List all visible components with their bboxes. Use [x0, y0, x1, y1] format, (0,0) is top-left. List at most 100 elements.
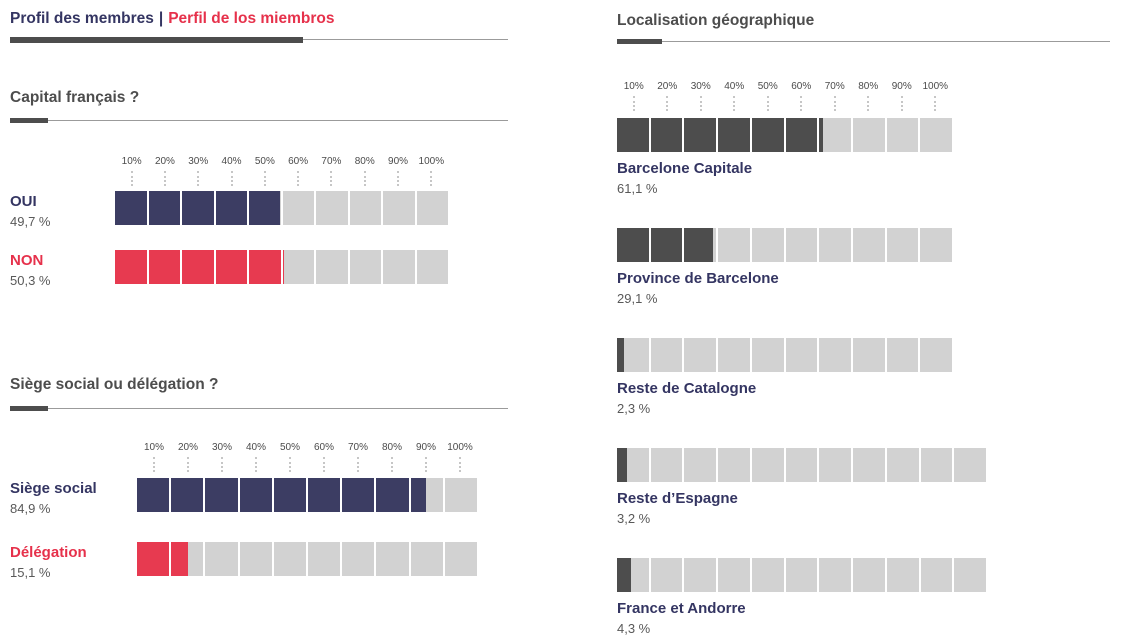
- axis-tick: 60%: [307, 442, 341, 472]
- axis-tick: 40%: [718, 81, 752, 111]
- axis-tick-label: 60%: [288, 156, 309, 168]
- bar-segment: [886, 117, 919, 152]
- bar-segment: [282, 191, 314, 226]
- bar-fill: [684, 117, 717, 152]
- axis-tick-label: 90%: [891, 80, 912, 92]
- category-label: France et Andorre: [617, 599, 746, 617]
- bar-segment: [886, 447, 919, 482]
- bar-segment: [316, 250, 348, 285]
- axis-tick-label: 80%: [381, 442, 402, 453]
- bar-segment: [819, 447, 852, 482]
- axis-tick-label: 70%: [347, 442, 368, 453]
- bar-fill: [215, 191, 247, 226]
- bar-segment: [718, 447, 750, 482]
- bar-segment: [684, 117, 717, 152]
- bar-segment: [205, 542, 238, 576]
- bar-segment: [853, 557, 885, 592]
- axis-tick: 50%: [751, 81, 785, 111]
- bar-segment: [684, 447, 717, 482]
- bar-segment: [410, 478, 443, 512]
- axis-tick: 70%: [341, 442, 375, 472]
- bar-segment: [171, 478, 204, 512]
- axis-tick-mark: [263, 171, 266, 187]
- axis-tick: 20%: [148, 156, 181, 187]
- bar-row: Province de Barcelone 29,1 %: [617, 227, 1110, 306]
- bar-segment: [650, 337, 683, 372]
- bar-segment: [886, 337, 919, 372]
- bar-segment: [920, 117, 953, 152]
- axis-tick-mark: [330, 171, 333, 187]
- bar-fill: [182, 191, 214, 226]
- axis-tick-mark: [297, 171, 300, 187]
- axis-tick: 40%: [239, 442, 273, 472]
- bar-fill: [239, 478, 272, 512]
- axis-tick-mark: [363, 171, 366, 187]
- axis-tick-mark: [800, 95, 803, 111]
- axis-tick-label: 100%: [418, 156, 445, 168]
- bar-fill: [617, 117, 649, 152]
- axis-tick-mark: [867, 95, 870, 111]
- bar-fill: [137, 542, 170, 576]
- axis-tick-mark: [699, 95, 702, 111]
- section-divider: [10, 405, 508, 411]
- value-label: 2,3 %: [617, 400, 651, 416]
- axis-tick: 100%: [415, 156, 448, 187]
- bar-fill: [115, 250, 147, 285]
- axis-ticks: 10% 20% 30% 40% 50% 60% 70% 80% 90% 100%: [617, 81, 952, 111]
- category-label: OUI: [10, 193, 37, 211]
- axis-tick: 90%: [381, 156, 414, 187]
- axis-tick-mark: [632, 95, 635, 111]
- axis-tick: 70%: [315, 156, 348, 187]
- bar-fill: [171, 478, 204, 512]
- bar-segment: [819, 227, 851, 262]
- page-title-french: Profil des membres: [10, 10, 154, 27]
- bar-fill: [819, 117, 823, 152]
- bar-segment: [751, 337, 784, 372]
- bar-fill: [376, 478, 409, 512]
- bar-row: Délégation 15,1 %: [10, 542, 508, 580]
- bar-segment: [650, 447, 683, 482]
- bar-row: NON 50,3 %: [10, 250, 508, 288]
- bar-segment: [316, 191, 348, 226]
- axis-tick-mark: [391, 457, 393, 472]
- axis-tick-mark: [197, 171, 200, 187]
- bar-fill: [617, 227, 649, 262]
- bar-segment: [444, 478, 478, 512]
- bar-track: [617, 447, 987, 482]
- bar-segment: [148, 191, 180, 226]
- bar-row: France et Andorre 4,3 %: [617, 557, 1110, 636]
- bar-segment: [819, 337, 851, 372]
- bar-segment: [148, 250, 180, 285]
- bar-fill: [148, 250, 180, 285]
- axis-tick-mark: [833, 95, 836, 111]
- bar-label-block: Délégation 15,1 %: [10, 542, 137, 580]
- axis-tick-label: 30%: [211, 442, 232, 453]
- axis-tick-label: 60%: [791, 80, 812, 92]
- axis-tick: 10%: [617, 81, 651, 111]
- axis-tick-label: 70%: [824, 80, 845, 92]
- axis-tick-mark: [130, 171, 133, 187]
- axis-tick-label: 50%: [757, 80, 778, 92]
- axis-tick: 80%: [348, 156, 381, 187]
- bar-segment: [785, 337, 818, 372]
- bar-segment: [650, 117, 683, 152]
- bar-fill: [617, 447, 628, 482]
- bar-row: Siège social 84,9 %: [10, 478, 508, 516]
- value-label: 61,1 %: [617, 180, 658, 196]
- axis-tick: 30%: [684, 81, 718, 111]
- bar-track: [115, 250, 448, 285]
- bar-segment: [444, 542, 478, 576]
- title-divider: [10, 36, 508, 43]
- bar-segment: [215, 250, 247, 285]
- axis-tick-mark: [289, 457, 291, 472]
- bar-track: [617, 227, 953, 262]
- axis-tick: 10%: [115, 156, 148, 187]
- bar-segment: [718, 117, 750, 152]
- bar-fill: [650, 227, 683, 262]
- bar-row: Reste d’Espagne 3,2 %: [617, 447, 1110, 526]
- axis-tick: 10%: [137, 442, 171, 472]
- bar-segment: [115, 191, 147, 226]
- bar-fill: [617, 337, 625, 372]
- bar-track: [137, 542, 478, 576]
- bar-segment: [852, 337, 885, 372]
